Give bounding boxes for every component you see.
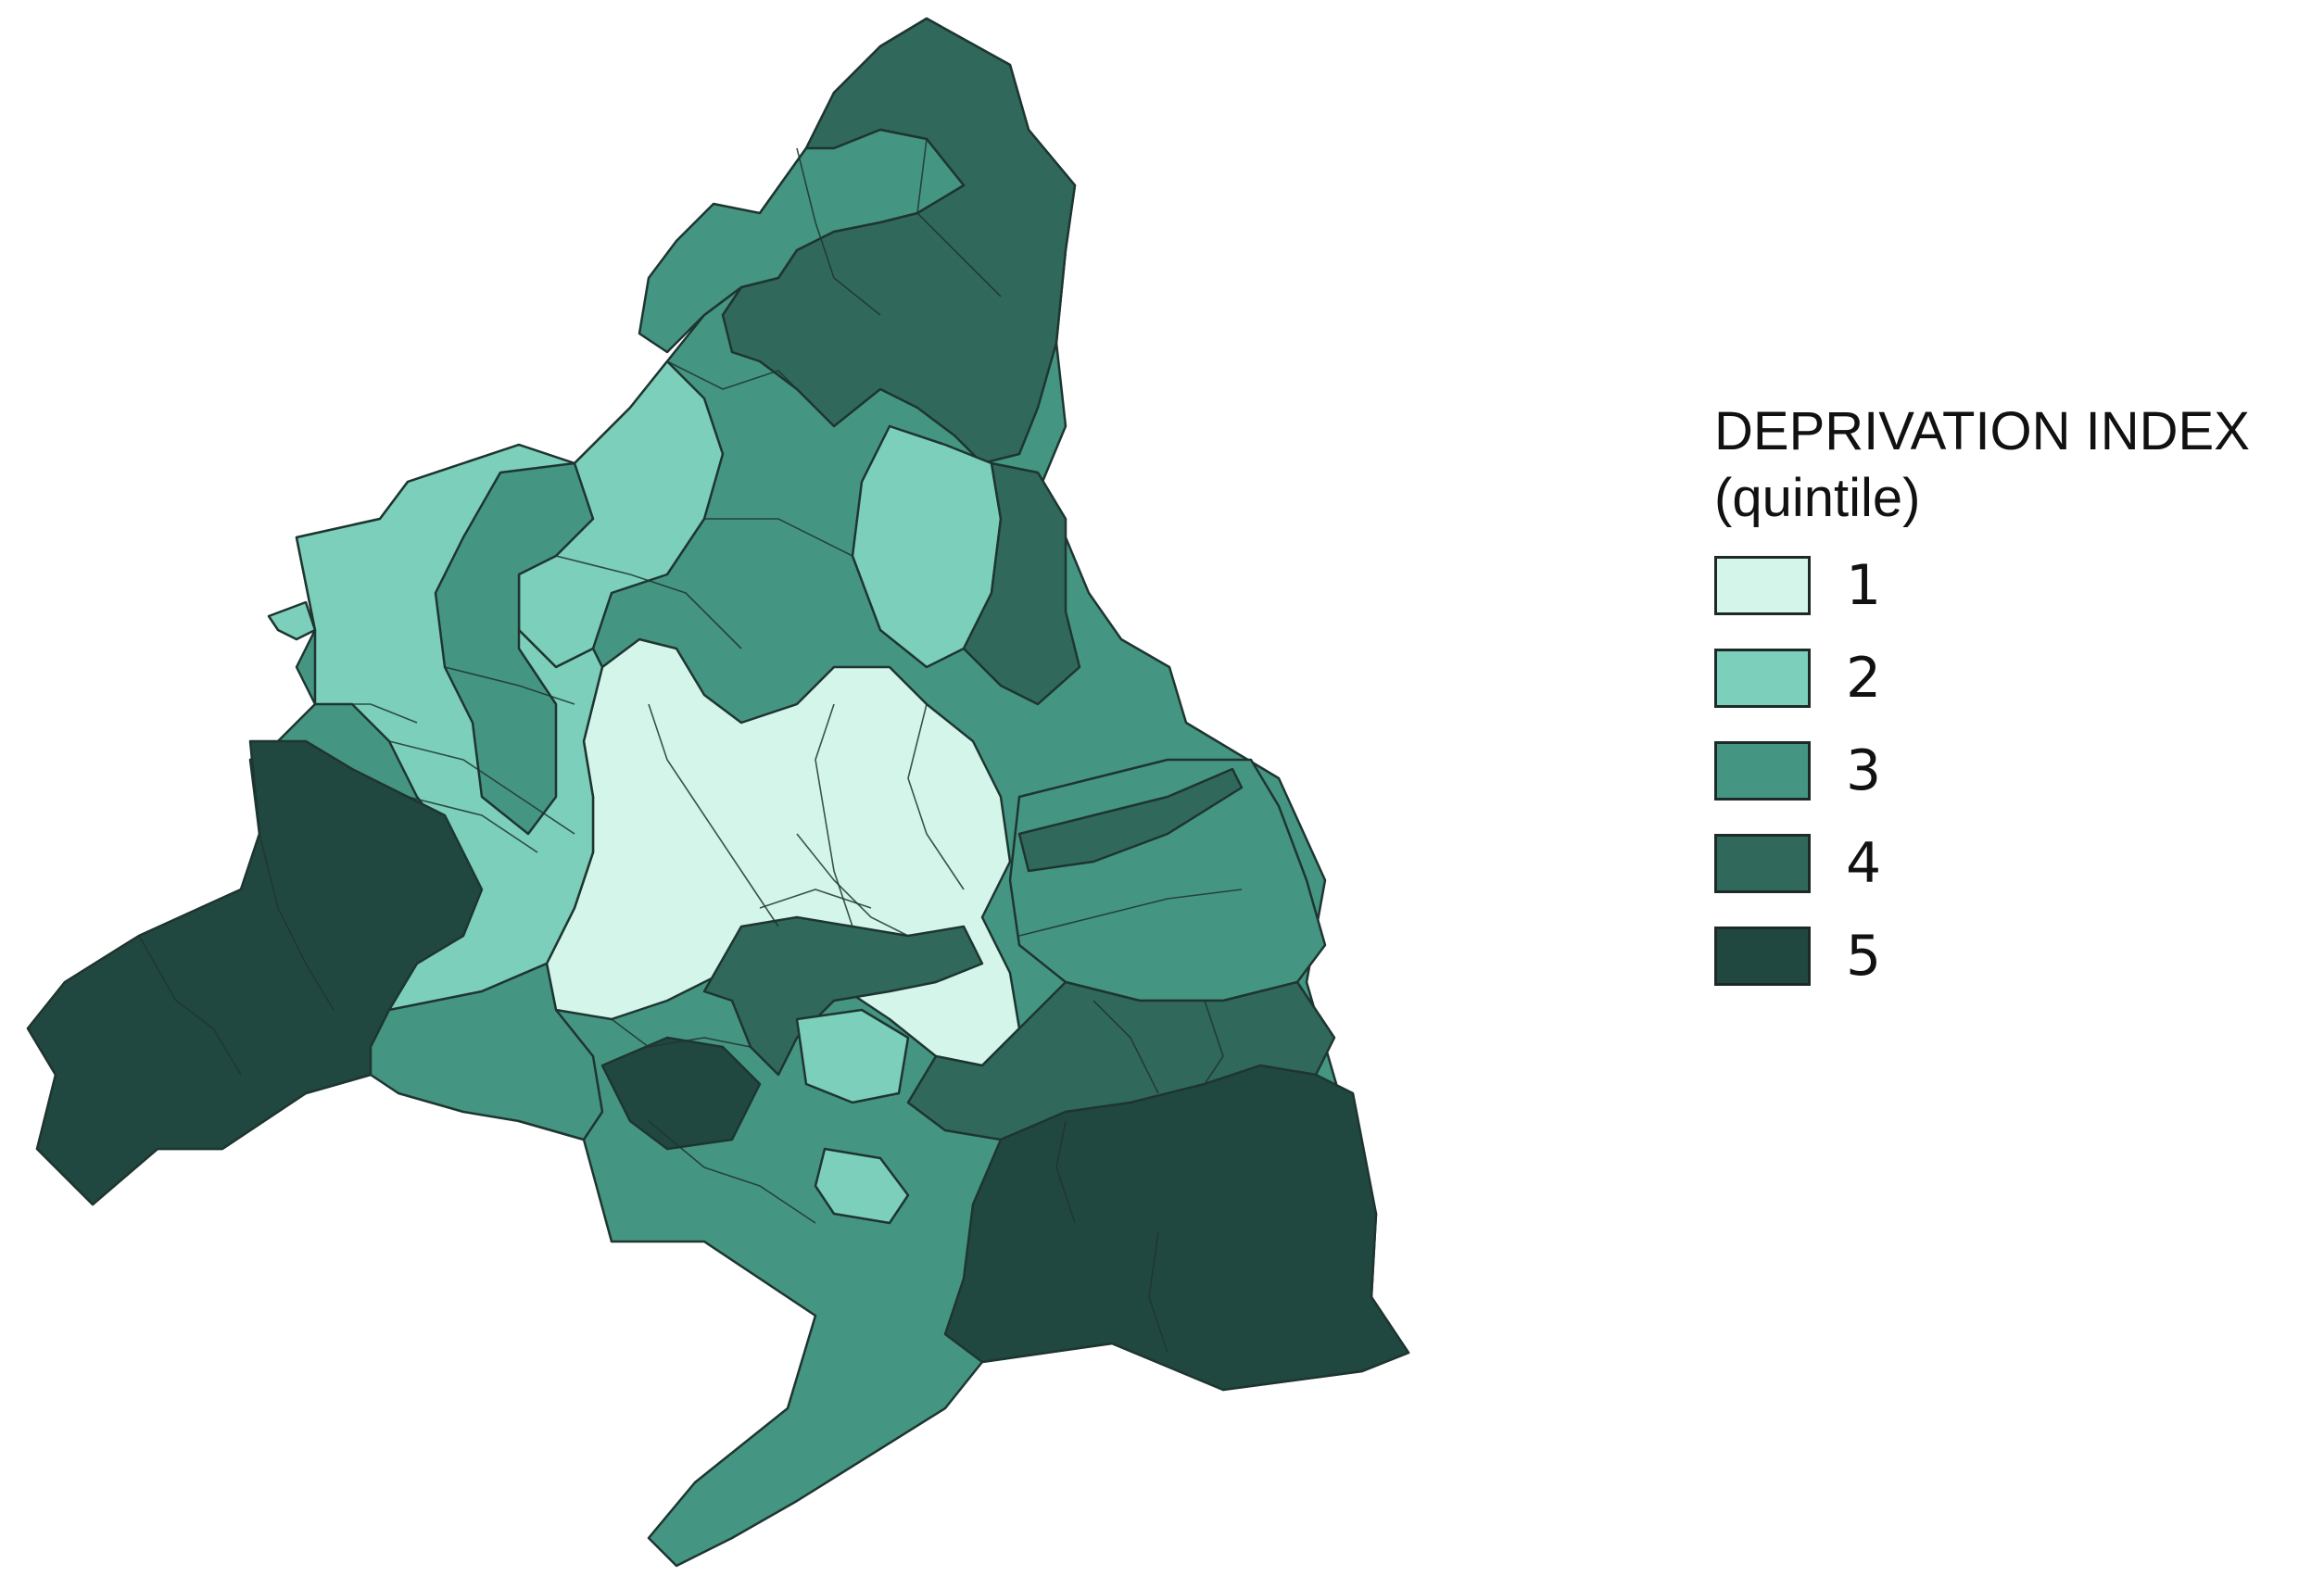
municipal-boundaries [138,138,1243,1354]
legend-label: 1 [1846,553,1882,618]
legend-item-3: 3 [1714,738,2307,804]
legend-swatch [1714,649,1811,708]
region-west-light [295,443,604,1021]
region-central-core [702,915,984,1077]
legend-label: 4 [1846,831,1882,896]
legend-title: DEPRIVATION INDEX [1714,401,2250,461]
legend-label: 3 [1846,738,1882,803]
region-north-east-finger [962,461,1081,706]
legend-subtitle: (quintile) [1714,468,1921,528]
region-west-dark [26,739,484,1206]
legend-label: 5 [1846,924,1882,989]
deprivation-choropleth-map [26,17,1410,1568]
region-south-inner-dark [600,1036,762,1151]
legend-swatch [1714,741,1811,801]
region-north-west-inner [434,461,595,836]
region-north-west-lobe [267,600,317,641]
legend-swatch [1714,834,1811,893]
legend-swatch [1714,927,1811,986]
region-south-light-2 [795,1008,910,1104]
legend-item-2: 2 [1714,645,2307,712]
region-south-west [369,962,604,1141]
map-legend: DEPRIVATION INDEX (quintile) 1 2 3 4 5 [1714,398,2307,1015]
legend-item-5: 5 [1714,923,2307,990]
legend-item-1: 1 [1714,552,2307,619]
legend-label: 2 [1846,646,1882,711]
legend-item-4: 4 [1714,830,2307,897]
region-south-light [814,1147,910,1225]
region-east-corridor [1017,767,1244,873]
legend-swatch [1714,556,1811,615]
